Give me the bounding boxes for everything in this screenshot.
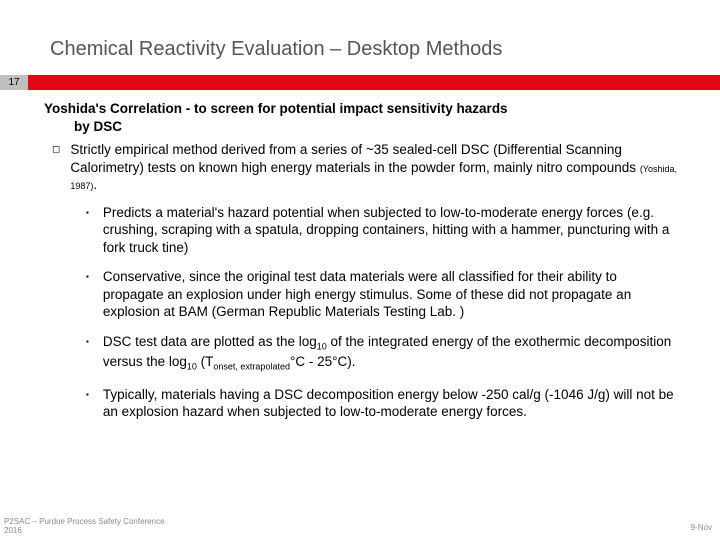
sub-bullet-1-text: Predicts a material's hazard potential w… bbox=[103, 204, 680, 257]
section-heading: Yoshida's Correlation - to screen for po… bbox=[40, 100, 680, 135]
sub3-d: °C - 25°C). bbox=[290, 354, 356, 369]
sub-bullet-marker: ▪ bbox=[86, 272, 89, 321]
footer-left-line1: P2SAC – Purdue Process Safety Conference bbox=[4, 517, 165, 526]
heading-line1: Yoshida's Correlation - to screen for po… bbox=[44, 101, 508, 116]
sub3-sub10a: 10 bbox=[317, 342, 327, 352]
sub-bullet-2-text: Conservative, since the original test da… bbox=[103, 268, 680, 321]
bullet-marker: ◻ bbox=[52, 144, 60, 194]
slide-number: 17 bbox=[0, 75, 28, 90]
sub-bullet-2: ▪ Conservative, since the original test … bbox=[86, 268, 680, 321]
sub-bullet-4-text: Typically, materials having a DSC decomp… bbox=[103, 386, 680, 421]
slide-title: Chemical Reactivity Evaluation – Desktop… bbox=[0, 0, 720, 61]
sub-bullet-4: ▪ Typically, materials having a DSC deco… bbox=[86, 386, 680, 421]
sub-bullet-1: ▪ Predicts a material's hazard potential… bbox=[86, 204, 680, 257]
main-bullet-suffix: . bbox=[93, 177, 97, 192]
sub-bullet-list: ▪ Predicts a material's hazard potential… bbox=[40, 204, 680, 421]
sub3-sub10b: 10 bbox=[187, 362, 197, 372]
main-bullet: ◻ Strictly empirical method derived from… bbox=[40, 141, 680, 194]
footer-left: P2SAC – Purdue Process Safety Conference… bbox=[4, 517, 165, 536]
slide-number-bar: 17 bbox=[0, 75, 720, 90]
footer-right: 9-Nov bbox=[691, 523, 712, 532]
accent-bar bbox=[28, 75, 720, 90]
sub-bullet-marker: ▪ bbox=[86, 337, 89, 374]
sub-bullet-marker: ▪ bbox=[86, 390, 89, 421]
sub3-a: DSC test data are plotted as the log bbox=[103, 334, 317, 349]
sub-bullet-3-text: DSC test data are plotted as the log10 o… bbox=[103, 333, 680, 374]
sub3-c: (T bbox=[197, 354, 214, 369]
main-bullet-text: Strictly empirical method derived from a… bbox=[70, 141, 680, 194]
heading-line2: by DSC bbox=[44, 119, 122, 134]
sub-bullet-3: ▪ DSC test data are plotted as the log10… bbox=[86, 333, 680, 374]
sub-bullet-marker: ▪ bbox=[86, 208, 89, 257]
content-area: Yoshida's Correlation - to screen for po… bbox=[0, 90, 720, 421]
sub3-onset: onset, extrapolated bbox=[213, 362, 290, 372]
footer-left-line2: 2016 bbox=[4, 526, 22, 535]
main-bullet-prefix: Strictly empirical method derived from a… bbox=[70, 142, 640, 175]
